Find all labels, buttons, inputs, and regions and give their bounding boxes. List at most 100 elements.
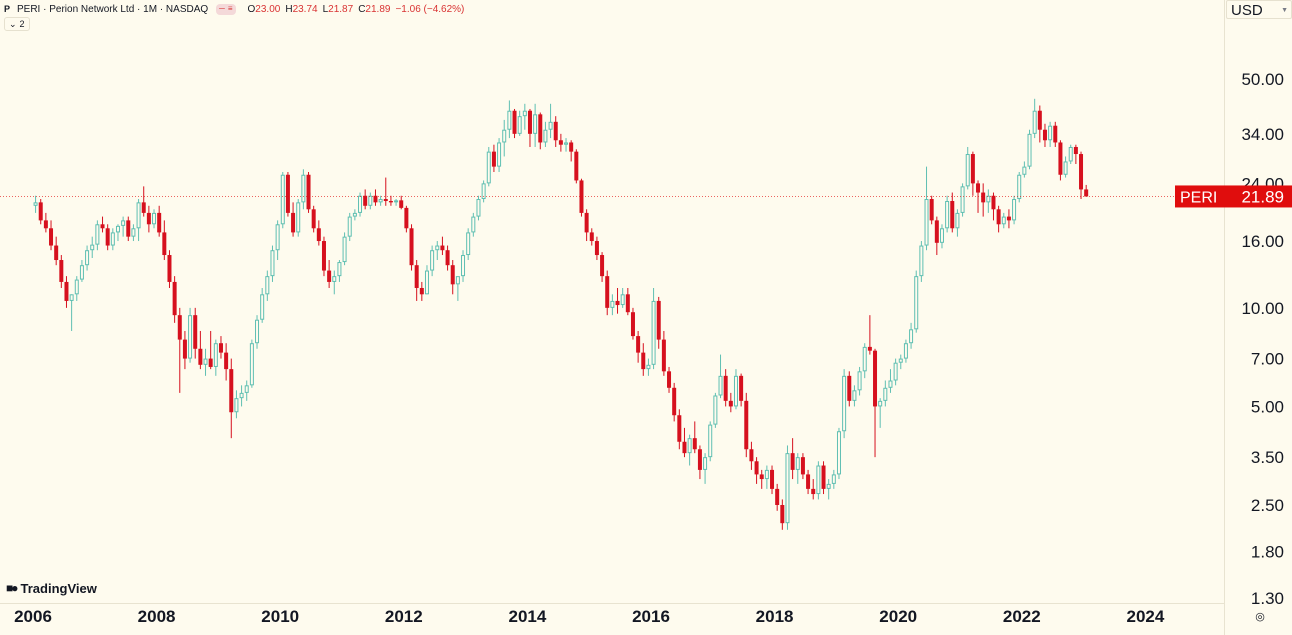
candle [883, 380, 888, 407]
candle-body [255, 319, 260, 344]
y-tick-label: 3.50 [1251, 448, 1284, 467]
candle-body [296, 202, 301, 233]
candle [54, 236, 59, 266]
candle [600, 252, 605, 282]
candle-body [244, 385, 249, 393]
candle-body [718, 375, 723, 396]
candle [321, 236, 326, 277]
candle-body [667, 371, 672, 388]
candle [38, 199, 43, 225]
candle-body [775, 488, 780, 505]
currency-selector[interactable]: USD ▼ [1226, 0, 1292, 19]
candle [703, 453, 708, 484]
legend-actions[interactable]: ─ ≡ [216, 3, 236, 15]
candle [800, 453, 805, 480]
candle-body [476, 199, 481, 217]
candle-body [564, 142, 569, 145]
candle [394, 199, 399, 206]
tradingview-logo[interactable]: ■● TradingView [6, 580, 97, 596]
candle [59, 255, 64, 288]
minus-icon[interactable]: ─ [219, 4, 225, 13]
candle [414, 260, 419, 301]
candle [337, 260, 342, 282]
candle [229, 358, 234, 439]
candle-body [275, 224, 280, 251]
candle-body [126, 220, 131, 237]
y-tick-label: 2.50 [1251, 496, 1284, 515]
candle-body [260, 294, 265, 320]
candle-body [950, 201, 955, 229]
candle-body [898, 358, 903, 363]
candle [224, 343, 229, 381]
candle [625, 287, 630, 316]
candle [234, 390, 239, 419]
candle-body [337, 262, 342, 277]
candle-body [363, 195, 368, 206]
y-tick-label: 7.00 [1251, 350, 1284, 369]
candle-body [383, 199, 388, 202]
candle [1073, 144, 1078, 165]
candle-body [466, 232, 471, 256]
candle [182, 330, 187, 370]
x-tick-label: 2012 [385, 607, 423, 626]
candle [553, 116, 558, 147]
candle [538, 112, 543, 150]
candle [965, 146, 970, 190]
candle [533, 103, 538, 147]
equals-icon[interactable]: ≡ [227, 4, 233, 13]
candle-body [1079, 154, 1084, 190]
candle-body [795, 457, 800, 470]
candle-body [291, 212, 296, 233]
candle-body [883, 387, 888, 401]
candle-body [43, 220, 48, 229]
candle-body [491, 151, 496, 167]
candle-body [167, 255, 172, 282]
candle [136, 199, 141, 242]
scale-settings-icon[interactable]: ◎ [1255, 611, 1265, 623]
candle-body [115, 225, 120, 233]
candle-body [903, 343, 908, 359]
candle [90, 236, 95, 259]
candle-body [136, 202, 141, 229]
candle-body [332, 276, 337, 282]
candle [255, 315, 260, 349]
collapse-legend-button[interactable]: ⌄ 2 [4, 17, 30, 31]
candle-body [991, 195, 996, 210]
x-tick-label: 2022 [1003, 607, 1041, 626]
candle-body [594, 241, 599, 256]
candle [986, 189, 991, 213]
close-value: 21.89 [365, 3, 391, 15]
candle [105, 224, 110, 251]
candle [363, 189, 368, 210]
candle-body [368, 195, 373, 206]
candle [455, 276, 460, 301]
collapsed-indicator-count: 2 [19, 19, 25, 29]
candle-body [708, 424, 713, 458]
candle-body [1032, 110, 1037, 134]
candle [615, 287, 620, 314]
candle-body [811, 488, 816, 495]
candle-body [59, 260, 64, 282]
candle-body [945, 201, 950, 229]
candle [291, 202, 296, 237]
candle-body [306, 174, 311, 210]
candle [713, 392, 718, 428]
candle [605, 270, 610, 316]
candle [461, 250, 466, 282]
candle-body [409, 228, 414, 266]
candle-body [682, 441, 687, 454]
close-label: C [358, 3, 366, 15]
candle [914, 270, 919, 333]
candle-body [960, 186, 965, 213]
candle-body [352, 212, 357, 217]
y-tick-label: 1.80 [1251, 543, 1284, 562]
x-tick-label: 2018 [756, 607, 794, 626]
symbol-title[interactable]: PERI · Perion Network Ltd · 1M · NASDAQ [17, 3, 209, 15]
candle [327, 260, 332, 288]
candle [383, 177, 388, 206]
candle [630, 307, 635, 340]
candle-body [265, 276, 270, 295]
